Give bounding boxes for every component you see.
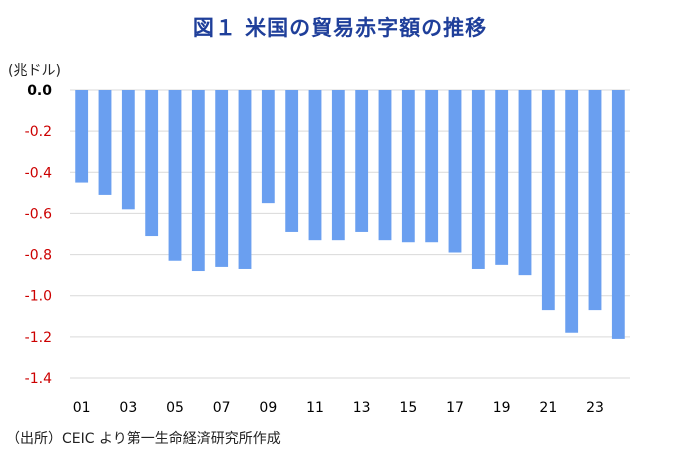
- bar-22: [565, 90, 579, 333]
- x-tick-label: 23: [586, 400, 604, 416]
- bar-01: [75, 90, 89, 183]
- bar-20: [518, 90, 532, 276]
- x-tick-label: 09: [259, 400, 277, 416]
- y-axis-unit: (兆ドル): [8, 63, 61, 79]
- bar-21: [541, 90, 555, 311]
- x-tick-label: 17: [446, 400, 464, 416]
- y-tick-label: -1.0: [25, 289, 52, 305]
- x-tick-label: 01: [73, 400, 91, 416]
- bar-13: [355, 90, 369, 232]
- gridlines: [70, 89, 630, 379]
- bar-04: [145, 90, 159, 237]
- bar-16: [425, 90, 439, 243]
- x-tick-label: 13: [353, 400, 371, 416]
- bar-12: [331, 90, 345, 241]
- bar-09: [261, 90, 275, 204]
- bar-14: [378, 90, 392, 241]
- x-axis-ticks: 01 03 05 07 09 11 13 15 17 19 21 23: [73, 400, 604, 416]
- bar-02: [98, 90, 112, 195]
- bar-07: [215, 90, 229, 267]
- y-axis-ticks: 0.0 -0.2 -0.4 -0.6 -0.8 -1.0 -1.2 -1.4: [25, 83, 53, 387]
- y-tick-label: -1.2: [25, 330, 52, 346]
- bar-03: [121, 90, 135, 210]
- bar-08: [238, 90, 252, 269]
- x-tick-label: 05: [166, 400, 184, 416]
- bar-18: [471, 90, 485, 269]
- x-tick-label: 21: [539, 400, 557, 416]
- x-tick-label: 07: [213, 400, 231, 416]
- bar-06: [191, 90, 205, 272]
- x-tick-label: 19: [493, 400, 511, 416]
- bars: [75, 90, 625, 339]
- y-tick-label: -0.2: [25, 124, 52, 140]
- bar-11: [308, 90, 322, 241]
- bar-23: [588, 90, 602, 311]
- bar-15: [401, 90, 415, 243]
- x-tick-label: 11: [306, 400, 324, 416]
- bar-05: [168, 90, 182, 261]
- y-tick-label: -0.6: [25, 206, 52, 222]
- y-tick-label: -0.8: [25, 248, 52, 264]
- x-tick-label: 03: [119, 400, 137, 416]
- bar-19: [495, 90, 509, 265]
- bar-17: [448, 90, 462, 253]
- bar-24: [611, 90, 625, 339]
- y-tick-label: -1.4: [25, 371, 52, 387]
- y-tick-label: 0.0: [27, 83, 52, 99]
- bar-10: [285, 90, 299, 232]
- x-tick-label: 15: [399, 400, 417, 416]
- source-note: （出所）CEIC より第一生命経済研究所作成: [6, 431, 281, 447]
- y-tick-label: -0.4: [25, 165, 52, 181]
- chart-title: 図１ 米国の貿易赤字額の推移: [192, 16, 488, 40]
